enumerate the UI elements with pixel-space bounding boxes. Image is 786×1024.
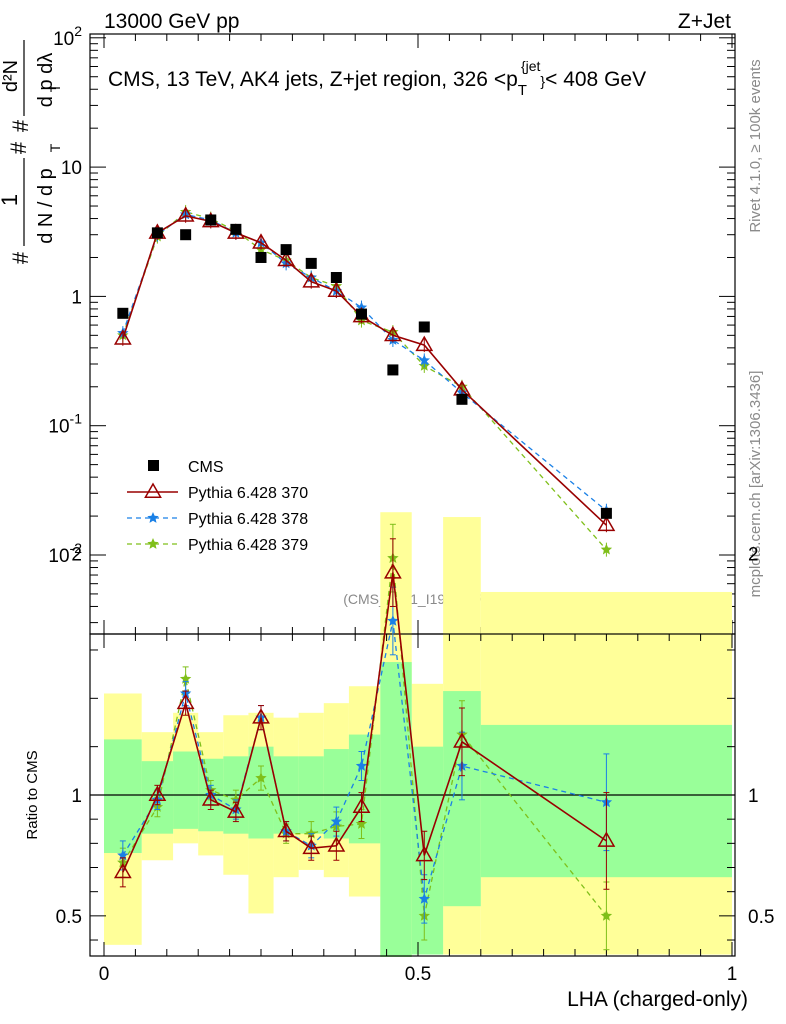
- main-plot: 10-2 10-1 1 10 102 CMS Pythia 6.428 370 Pythia …: [0, 23, 736, 635]
- ratio-y-tick-label: 0.5: [56, 907, 82, 928]
- ratio-data-point: [415, 845, 434, 862]
- ratio-data-point: [176, 693, 195, 710]
- data-point: [252, 233, 270, 249]
- x-axis-label: LHA (charged-only): [567, 988, 748, 1011]
- legend: CMS Pythia 6.428 370 Pythia 6.428 378 Pythi…: [127, 459, 308, 554]
- y-label-glyph: d N / d p: [35, 168, 57, 244]
- legend-marker: [144, 482, 162, 498]
- ratio-data-point: [201, 790, 220, 806]
- data-point: [597, 515, 616, 532]
- cms-data-point: [355, 308, 367, 320]
- header-analysis: Z+Jet: [678, 10, 731, 33]
- ratio-data-point: [302, 838, 321, 855]
- series-line-1: [122, 214, 607, 526]
- ratio-data-point: [597, 831, 616, 847]
- legend-label: Pythia 6.428 370: [188, 485, 308, 502]
- cms-data-point: [117, 307, 129, 319]
- uncertainty-band-inner: [248, 746, 274, 839]
- ratio-data-point: [148, 785, 167, 801]
- y-tick-label: 10-1: [48, 411, 82, 438]
- legend-marker: [147, 538, 159, 549]
- data-point: [302, 272, 321, 288]
- cms-data-point: [205, 214, 217, 226]
- y-label-glyph: T: [47, 83, 63, 92]
- uncertainty-band-inner: [104, 739, 142, 854]
- data-point: [327, 281, 346, 297]
- cms-data-point: [230, 223, 242, 235]
- y-label-glyph: T: [47, 143, 63, 152]
- data-point: [113, 329, 132, 345]
- rivet-label: Rivet 4.1.0, ≥ 100k events: [747, 59, 764, 232]
- legend-label: CMS: [188, 459, 224, 476]
- ratio-plot: 0.5 0.5 1 1 2 2 0 0.5 1: [56, 512, 774, 985]
- ratio-data-point: [600, 909, 613, 921]
- mcplots-label: mcplots.cern.ch [arXiv:1306.3436]: [747, 371, 764, 598]
- y-tick-label: 10-2: [48, 540, 82, 567]
- x-tick-label: 1: [727, 964, 738, 985]
- legend-marker: [147, 512, 159, 523]
- y-tick-label: 1: [71, 287, 82, 308]
- cms-data-point: [456, 393, 468, 405]
- ratio-y-tick-label-right: 2: [748, 544, 759, 565]
- ratio-data-point: [387, 615, 399, 626]
- uncertainty-band-inner: [173, 751, 199, 829]
- y-tick-label: 10: [61, 158, 82, 179]
- ratio-data-point: [252, 708, 270, 724]
- ratio-series-line-1: [122, 620, 607, 900]
- ratio-data-point: [226, 802, 245, 818]
- ratio-data-point: [330, 815, 343, 827]
- ratio-data-point: [255, 772, 267, 783]
- ratio-data-point: [453, 732, 471, 748]
- x-tick-label: 0.5: [405, 964, 431, 985]
- cms-data-point: [305, 257, 317, 269]
- legend-label: Pythia 6.428 378: [188, 511, 308, 528]
- ratio-y-tick-label-right: 1: [748, 786, 759, 807]
- ratio-data-point: [327, 836, 346, 852]
- data-point: [418, 354, 430, 366]
- ratio-data-point: [277, 821, 296, 838]
- ratio-series-line-0: [122, 572, 607, 873]
- ratio-y-tick-label-right: 0.5: [748, 907, 774, 928]
- ratio-data-point: [383, 563, 402, 579]
- cms-data-point: [151, 227, 163, 239]
- legend-label: Pythia 6.428 379: [188, 537, 308, 554]
- cms-data-point: [255, 251, 267, 263]
- legend-marker: [148, 460, 159, 471]
- data-point: [176, 206, 195, 222]
- cms-data-point: [330, 272, 342, 284]
- x-tick-label: 0: [99, 964, 110, 985]
- main-title: CMS, 13 TeV, AK4 jets, Z+jet region, 326…: [108, 58, 646, 99]
- main-plot-frame: [89, 33, 736, 635]
- data-point: [383, 325, 402, 342]
- data-point: [415, 335, 434, 352]
- ratio-y-axis-label: Ratio to CMS: [24, 750, 41, 839]
- cms-data-point: [180, 229, 192, 241]
- y-label-glyph: #: [8, 119, 33, 132]
- data-point: [600, 543, 613, 555]
- ratio-data-point: [355, 760, 368, 771]
- series-line-2: [122, 213, 607, 512]
- y-label-glyph: 1: [0, 194, 22, 206]
- ratio-data-point: [418, 892, 430, 904]
- cms-data-point: [418, 321, 430, 333]
- data-point: [277, 250, 296, 267]
- ratio-data-point: [352, 797, 371, 814]
- y-tick-label: 102: [53, 23, 82, 50]
- svg-text:#: #: [6, 141, 31, 154]
- y-label-glyph: d²N: [0, 60, 22, 92]
- header-process: 13000 GeV pp: [104, 10, 239, 33]
- ratio-data-point: [113, 862, 132, 879]
- y-label-glyph: #: [8, 251, 33, 264]
- ratio-y-tick-label: 1: [71, 786, 82, 807]
- y-label-glyph: d p dλ: [35, 53, 57, 107]
- cms-data-point: [600, 507, 612, 519]
- ratio-y-tick-label: 2: [71, 544, 82, 565]
- cms-data-point: [387, 364, 399, 376]
- cms-data-point: [280, 244, 292, 256]
- main-y-axis-label: #: [6, 141, 31, 154]
- ratio-data-point: [355, 818, 368, 829]
